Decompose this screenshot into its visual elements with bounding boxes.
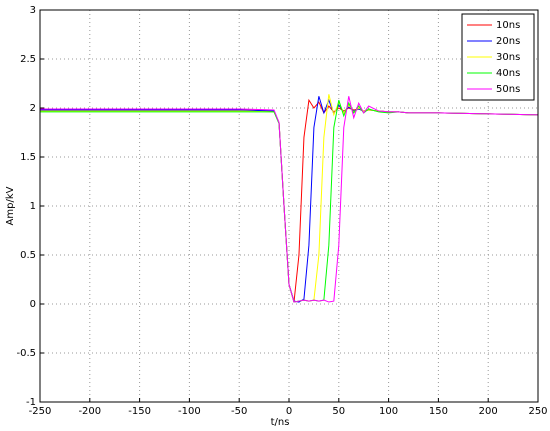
y-tick-label: 1	[30, 201, 36, 212]
x-tick-label: -250	[29, 406, 52, 417]
y-tick-label: 3	[30, 5, 36, 16]
y-tick-label: 0	[30, 299, 36, 310]
x-tick-label: 200	[479, 406, 498, 417]
line-series	[40, 96, 539, 303]
x-tick-label: 100	[379, 406, 398, 417]
x-tick-label: -150	[128, 406, 151, 417]
legend: 10ns 20ns 30ns 40ns 50ns	[461, 13, 535, 101]
x-tick-label: -200	[78, 406, 101, 417]
x-tick-label: -100	[178, 406, 201, 417]
x-tick-label: 250	[528, 406, 547, 417]
legend-label: 30ns	[496, 52, 520, 63]
plot-frame	[39, 9, 539, 403]
legend-label: 50ns	[496, 84, 520, 95]
x-axis-label: t/ns	[271, 417, 290, 428]
x-tick-label: 50	[332, 406, 345, 417]
y-tick-label: 2	[30, 103, 36, 114]
line-series	[40, 100, 539, 303]
y-tick-label: 0.5	[20, 250, 36, 261]
y-tick-label: 1.5	[20, 152, 36, 163]
x-tick-label: -50	[231, 406, 247, 417]
x-tick-label: 150	[429, 406, 448, 417]
y-tick-label: -1	[26, 397, 36, 408]
line-series	[40, 96, 539, 303]
y-axis-label: Amp/kV	[5, 186, 16, 225]
legend-label: 10ns	[496, 20, 520, 31]
legend-label: 40ns	[496, 68, 520, 79]
legend-label: 20ns	[496, 36, 520, 47]
x-tick-label: 0	[286, 406, 292, 417]
y-tick-label: -0.5	[16, 348, 36, 359]
y-tick-label: 2.5	[20, 54, 36, 65]
